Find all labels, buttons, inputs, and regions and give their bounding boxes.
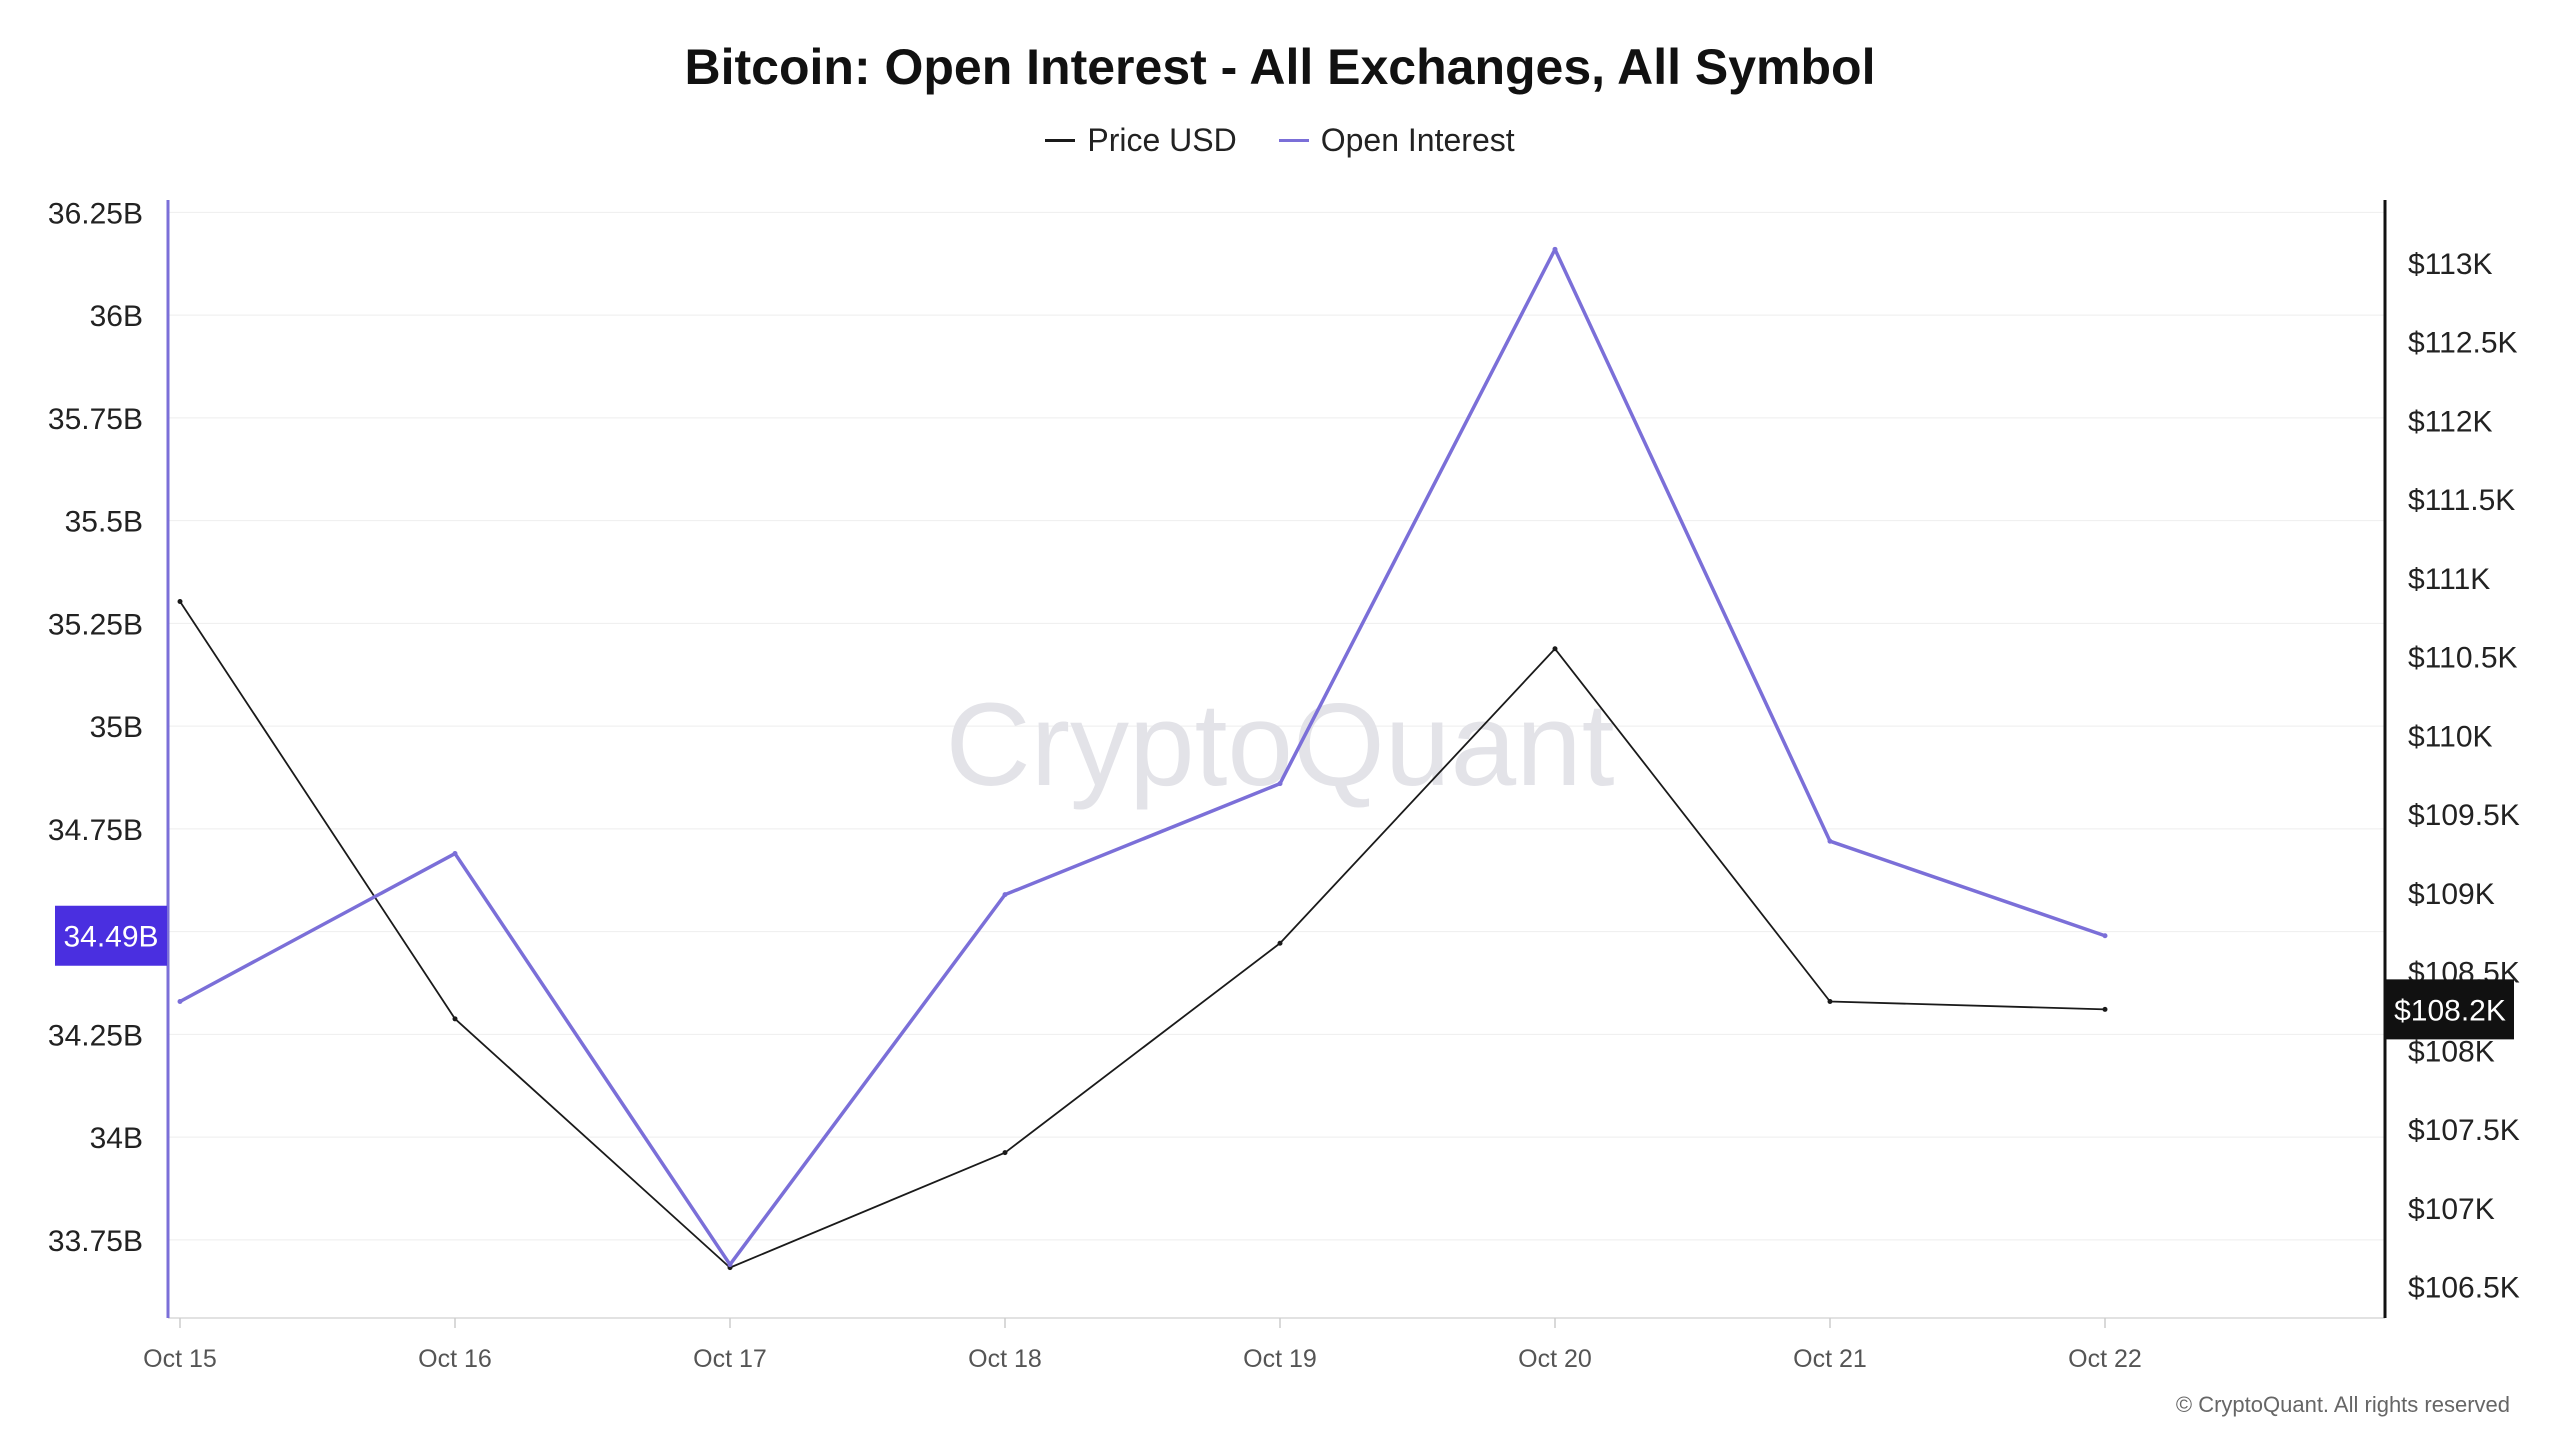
y-left-tick-label: 34.75B bbox=[48, 814, 143, 847]
data-point-open-interest bbox=[1827, 838, 1833, 844]
copyright-notice: © CryptoQuant. All rights reserved bbox=[2175, 1392, 2510, 1417]
y-right-tick-label: $108K bbox=[2408, 1035, 2495, 1068]
legend-label-price: Price USD bbox=[1087, 122, 1237, 158]
legend-label-open-interest: Open Interest bbox=[1320, 122, 1515, 158]
x-tick-label: Oct 21 bbox=[1793, 1345, 1867, 1373]
data-point-open-interest bbox=[727, 1262, 733, 1268]
series-line-price-usd bbox=[179, 600, 2106, 1269]
x-tick-label: Oct 16 bbox=[418, 1345, 492, 1373]
legend-item-open-interest[interactable]: Open Interest bbox=[1278, 122, 1515, 159]
y-right-tick-label: $113K bbox=[2408, 248, 2493, 281]
current-open-interest-label: 34.49B bbox=[63, 921, 158, 954]
chart-legend: Price USD Open Interest bbox=[0, 122, 2560, 159]
data-point-open-interest bbox=[1002, 892, 1008, 898]
y-left-tick-label: 36B bbox=[90, 300, 143, 333]
y-right-tick-label: $110K bbox=[2408, 720, 2493, 753]
y-left-tick-label: 33.75B bbox=[48, 1225, 143, 1258]
y-right-tick-label: $107K bbox=[2408, 1193, 2495, 1226]
y-left-tick-label: 35.5B bbox=[65, 506, 143, 539]
y-left-tick-label: 35.75B bbox=[48, 403, 143, 436]
y-left-tick-label: 35B bbox=[90, 711, 143, 744]
y-right-tick-label: $112.5K bbox=[2408, 327, 2518, 360]
current-price-label: $108.2K bbox=[2394, 994, 2506, 1027]
data-point-open-interest bbox=[2102, 933, 2108, 939]
y-left-tick-label: 34.25B bbox=[48, 1019, 143, 1052]
y-left-tick-label: 36.25B bbox=[48, 197, 143, 230]
y-right-tick-label: $111K bbox=[2408, 563, 2490, 596]
data-point-price-usd bbox=[1002, 1150, 1008, 1156]
x-tick-label: Oct 20 bbox=[1518, 1345, 1592, 1373]
x-tick-label: Oct 17 bbox=[693, 1345, 767, 1373]
y-left-tick-label: 34B bbox=[90, 1122, 143, 1155]
y-right-tick-label: $107.5K bbox=[2408, 1114, 2520, 1147]
x-tick-label: Oct 18 bbox=[968, 1345, 1042, 1373]
y-right-tick-label: $106.5K bbox=[2408, 1272, 2520, 1305]
y-right-tick-label: $111.5K bbox=[2408, 484, 2515, 517]
current-open-interest-badge bbox=[55, 905, 167, 966]
data-point-price-usd bbox=[2102, 1006, 2108, 1012]
legend-swatch-price bbox=[1045, 139, 1076, 142]
data-point-open-interest bbox=[1277, 781, 1283, 787]
x-tick-label: Oct 19 bbox=[1243, 1345, 1317, 1373]
chart-title: Bitcoin: Open Interest - All Exchanges, … bbox=[684, 39, 1876, 95]
data-point-open-interest bbox=[452, 851, 458, 857]
data-point-open-interest bbox=[1552, 246, 1558, 252]
watermark: CryptoQuant bbox=[946, 679, 1615, 811]
series-line-open-interest bbox=[178, 247, 2107, 1267]
y-right-tick-label: $109K bbox=[2408, 878, 2495, 911]
y-right-tick-label: $112K bbox=[2408, 405, 2493, 438]
y-left-tick-label: 35.25B bbox=[48, 608, 143, 641]
x-tick-label: Oct 22 bbox=[2068, 1345, 2142, 1373]
data-point-price-usd bbox=[1552, 646, 1558, 652]
legend-swatch-open-interest bbox=[1278, 139, 1309, 142]
current-price-badge bbox=[2386, 979, 2514, 1040]
data-point-price-usd bbox=[177, 599, 183, 605]
data-point-price-usd bbox=[452, 1016, 458, 1022]
y-right-tick-label: $110.5K bbox=[2408, 642, 2518, 675]
data-point-open-interest bbox=[177, 999, 183, 1005]
data-point-price-usd bbox=[1277, 940, 1283, 946]
x-tick-label: Oct 15 bbox=[143, 1345, 217, 1373]
data-point-price-usd bbox=[1827, 998, 1833, 1004]
y-right-tick-label: $109.5K bbox=[2408, 799, 2520, 832]
legend-item-price[interactable]: Price USD bbox=[1045, 122, 1237, 159]
